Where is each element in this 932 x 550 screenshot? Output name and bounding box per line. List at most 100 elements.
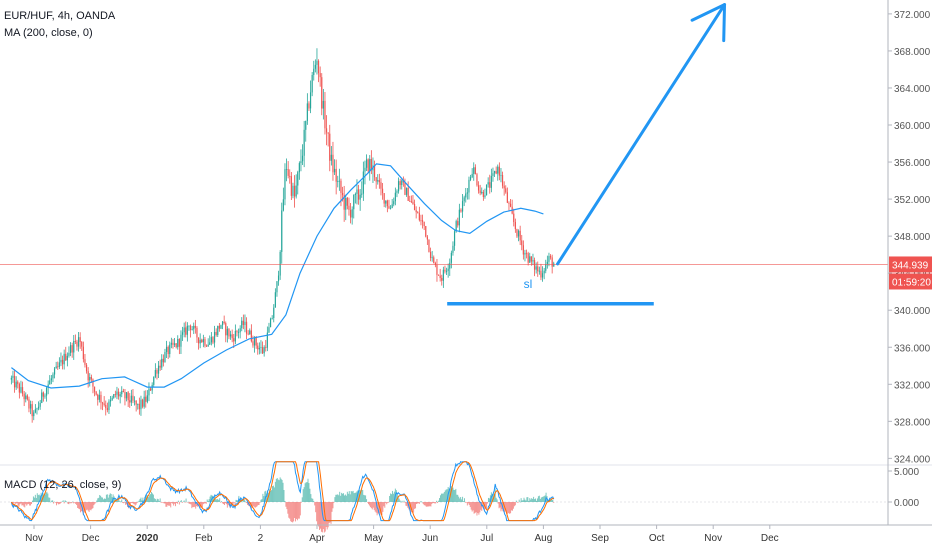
candle-body xyxy=(29,404,32,409)
candle-body xyxy=(370,158,372,171)
macd-histogram-bar xyxy=(474,502,476,514)
macd-histogram-bar xyxy=(20,502,22,504)
candle-body xyxy=(418,213,420,221)
candle-body xyxy=(321,77,323,109)
candle-body xyxy=(106,408,108,411)
ma-200-line xyxy=(11,163,544,389)
candle-body xyxy=(362,171,364,194)
candle-body xyxy=(21,387,24,394)
macd-histogram-bar xyxy=(165,502,167,507)
trend-arrow-shaft[interactable] xyxy=(556,3,727,266)
symbol-title[interactable]: EUR/HUF, 4h, OANDA xyxy=(4,10,116,22)
macd-histogram-bar xyxy=(160,502,162,503)
macd-histogram-bar xyxy=(103,499,105,502)
x-tick-label: Nov xyxy=(25,533,43,544)
macd-histogram-bar xyxy=(186,502,188,503)
macd-histogram-bar xyxy=(473,502,475,514)
macd-histogram-bar xyxy=(378,502,380,515)
macd-histogram-bar xyxy=(293,502,295,522)
macd-histogram-bar xyxy=(386,502,388,505)
candle-body xyxy=(385,200,387,204)
macd-histogram-bar xyxy=(125,502,127,505)
macd-histogram-bar xyxy=(162,502,164,503)
trend-arrow-head-right[interactable] xyxy=(722,3,727,43)
candle-body xyxy=(359,194,361,200)
macd-histogram-bar xyxy=(135,502,137,505)
macd-histogram-bar xyxy=(552,499,554,502)
macd-histogram-bar xyxy=(519,501,521,503)
candle-body xyxy=(415,210,417,213)
macd-histogram-bar xyxy=(276,478,278,502)
candle-body xyxy=(461,201,464,212)
candle-body xyxy=(519,230,521,241)
candle-body xyxy=(140,399,142,410)
candle-body xyxy=(535,266,537,270)
macd-histogram-bar xyxy=(451,486,453,502)
macd-histogram-bar xyxy=(476,502,478,516)
candle-body xyxy=(412,201,414,205)
macd-histogram-bar xyxy=(149,495,151,502)
candle-body xyxy=(87,371,89,381)
macd-histogram-bar xyxy=(183,500,185,502)
price-badge xyxy=(889,256,932,273)
macd-histogram-bar xyxy=(366,499,368,502)
candle-body xyxy=(141,399,144,407)
macd-histogram-bar xyxy=(44,494,46,502)
macd-histogram-bar xyxy=(294,502,296,519)
macd-histogram-bar xyxy=(363,494,365,502)
macd-histogram-bar xyxy=(488,498,490,502)
macd-histogram-bar xyxy=(288,502,290,518)
macd-indicator-label[interactable]: MACD (12, 26, close, 9) xyxy=(4,479,121,491)
macd-histogram-bar xyxy=(53,502,55,504)
macd-histogram-bar xyxy=(335,494,337,502)
macd-histogram-bar xyxy=(17,502,19,506)
macd-histogram-bar xyxy=(273,487,275,502)
candle-body xyxy=(252,341,254,346)
macd-histogram-bar xyxy=(78,502,80,509)
macd-histogram-bar xyxy=(159,498,161,502)
candle-body xyxy=(226,328,228,336)
macd-histogram-bar xyxy=(422,502,424,504)
candle-body xyxy=(42,392,44,397)
candle-body xyxy=(525,252,528,254)
candle-body xyxy=(247,333,249,335)
candle-body xyxy=(172,342,174,345)
macd-histogram-bar xyxy=(508,502,510,513)
macd-histogram-bar xyxy=(426,502,428,507)
macd-histogram-bar xyxy=(495,497,497,502)
candle-body xyxy=(513,213,515,223)
candle-body xyxy=(249,330,251,335)
macd-histogram-bar xyxy=(376,502,378,516)
ma-indicator-label[interactable]: MA (200, close, 0) xyxy=(4,27,93,39)
candle-body xyxy=(117,391,120,397)
macd-histogram-bar xyxy=(217,498,219,502)
macd-histogram-bar xyxy=(62,500,64,502)
macd-histogram-bar xyxy=(325,502,327,528)
candle-body xyxy=(426,236,428,240)
macd-histogram-bar xyxy=(308,483,310,502)
macd-histogram-bar xyxy=(301,497,303,502)
macd-histogram-bar xyxy=(251,502,253,508)
macd-histogram-bar xyxy=(170,502,172,508)
macd-histogram-bar xyxy=(68,502,70,505)
candle-body xyxy=(23,393,25,400)
macd-histogram-bar xyxy=(497,502,499,504)
macd-histogram-bar xyxy=(256,502,258,507)
macd-histogram-bar xyxy=(531,498,533,502)
macd-histogram-bar xyxy=(368,502,370,506)
macd-histogram-bar xyxy=(269,489,271,502)
candle-body xyxy=(108,401,110,411)
macd-histogram-bar xyxy=(243,498,245,502)
macd-histogram-bar xyxy=(252,502,254,507)
macd-histogram-bar xyxy=(226,502,228,508)
macd-histogram-bar xyxy=(232,502,234,506)
trend-arrow-head-left[interactable] xyxy=(690,3,727,22)
macd-histogram-bar xyxy=(114,498,116,502)
candle-body xyxy=(282,199,284,211)
macd-histogram-bar xyxy=(523,497,525,502)
macd-histogram-bar xyxy=(257,502,259,506)
macd-histogram-bar xyxy=(298,502,300,519)
drawings-layer[interactable]: sl xyxy=(447,3,727,306)
